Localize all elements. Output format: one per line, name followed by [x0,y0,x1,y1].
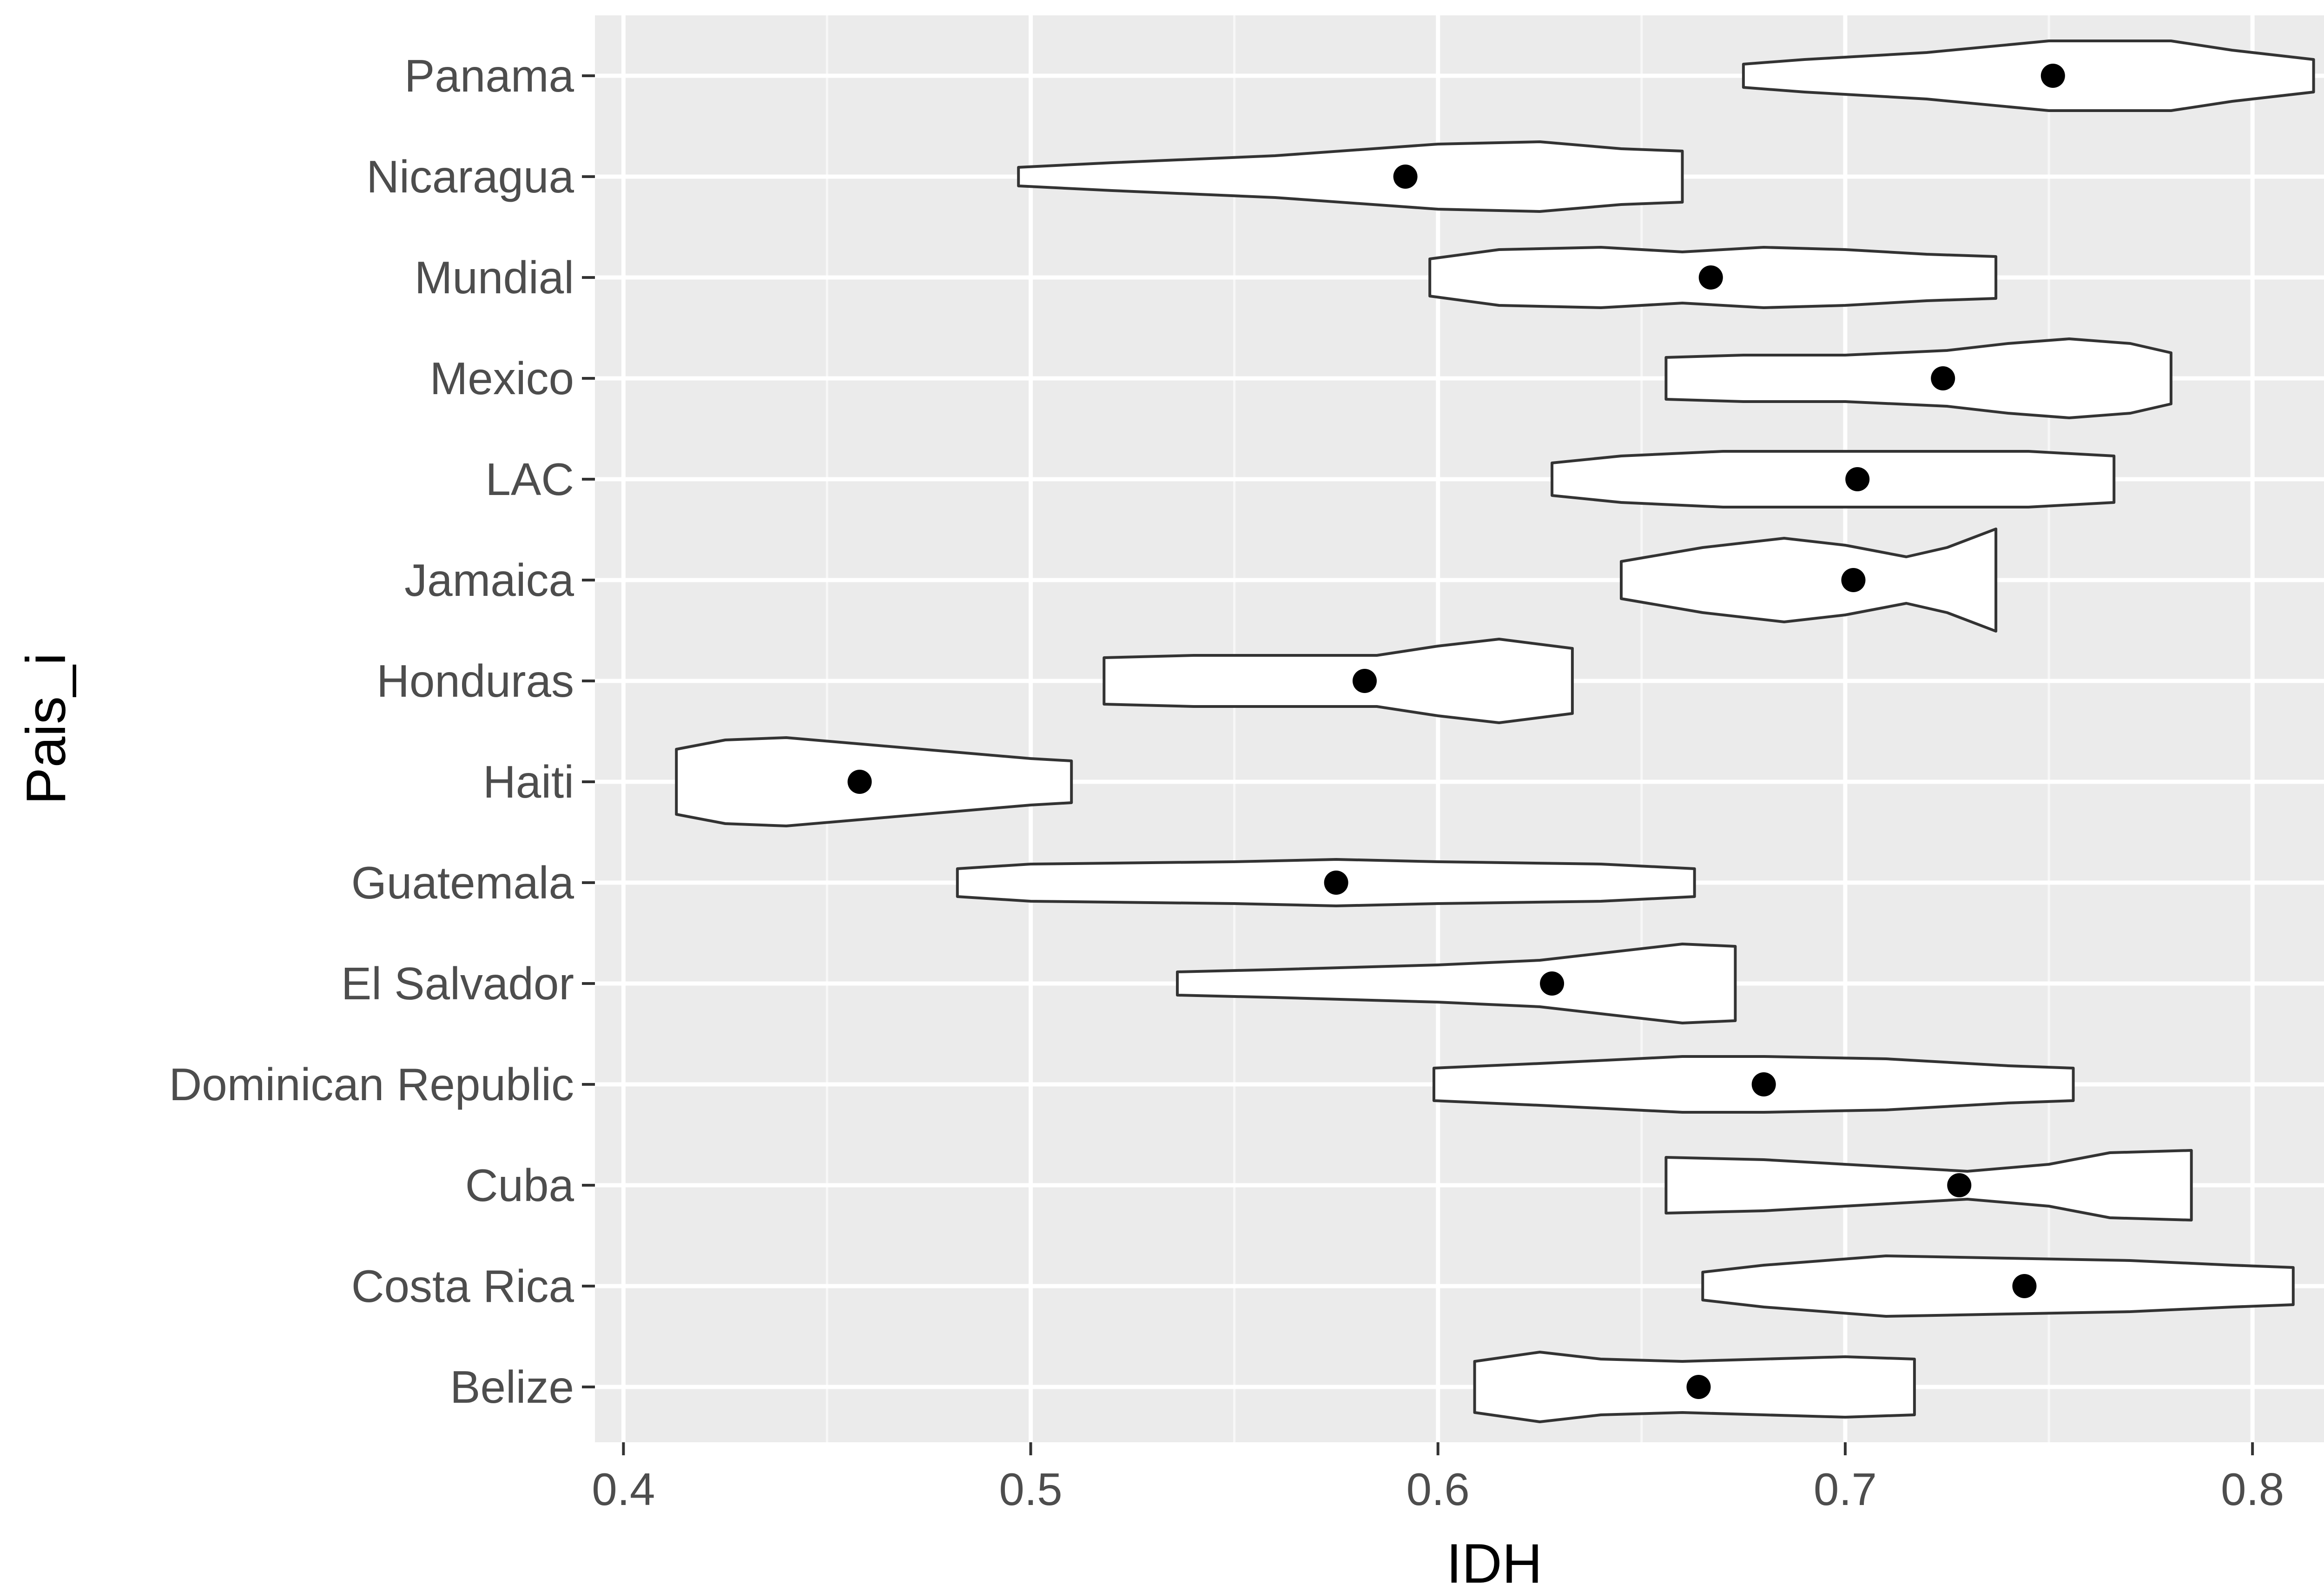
mean-point-mexico [1931,366,1955,390]
violin-mexico [1664,337,2172,419]
y-tick-label: Panama [404,50,574,101]
violin-honduras [1103,638,1574,724]
y-tick-label: Mexico [430,353,574,404]
violin-lac [1551,450,2116,508]
violin-group [675,40,2315,1423]
violin-el-salvador [1176,943,1737,1024]
y-axis-title: Pais_i [15,653,77,805]
x-axis-title: IDH [1446,1532,1543,1591]
mean-point-jamaica [1841,568,1866,592]
x-tick-label: 0.5 [999,1464,1062,1515]
y-tick-label: Honduras [376,655,574,706]
violin-cuba [1664,1149,2193,1221]
y-tick-label: Dominican Republic [169,1059,574,1110]
y-tick-label: Haiti [483,756,574,807]
axes: 0.4 0.5 0.6 0.7 0.8 Panama Nicaragua Mundial Mex… [169,50,2284,1515]
mean-point-cuba [1947,1173,1972,1197]
y-tick-label: Jamaica [404,555,574,606]
mean-point-dominican-republic [1751,1072,1776,1096]
mean-point-costa-rica [2012,1274,2037,1298]
x-tick-label: 0.4 [592,1464,655,1515]
mean-point-lac [1845,467,1870,491]
violin-jamaica [1620,528,1998,633]
y-tick-label: LAC [485,454,574,505]
mean-point-nicaragua [1393,165,1418,189]
violin-costa-rica [1701,1254,2295,1318]
violin-haiti [675,736,1073,827]
plot-panel [595,15,2324,1442]
y-tick-label: Nicaragua [366,151,574,202]
y-tick-label: Mundial [415,252,574,303]
mean-point-honduras [1353,669,1377,693]
x-tick-label: 0.6 [1406,1464,1470,1515]
violin-panama [1742,40,2315,112]
x-tick-label: 0.8 [2221,1464,2284,1515]
y-tick-label: Costa Rica [351,1261,574,1312]
y-tick-label: Belize [450,1361,574,1413]
mean-point-mundial [1698,265,1723,290]
mean-point-haiti [847,770,872,794]
mean-point-guatemala [1324,871,1348,895]
mean-point-panama [2040,64,2065,88]
y-tick-label: Guatemala [351,857,574,908]
mean-point-el-salvador [1540,971,1565,996]
violin-nicaragua [1017,140,1684,213]
x-tick-label: 0.7 [1814,1464,1877,1515]
y-tick-label: El Salvador [341,958,574,1009]
y-tick-label: Cuba [465,1160,574,1211]
mean-point-belize [1686,1375,1711,1399]
